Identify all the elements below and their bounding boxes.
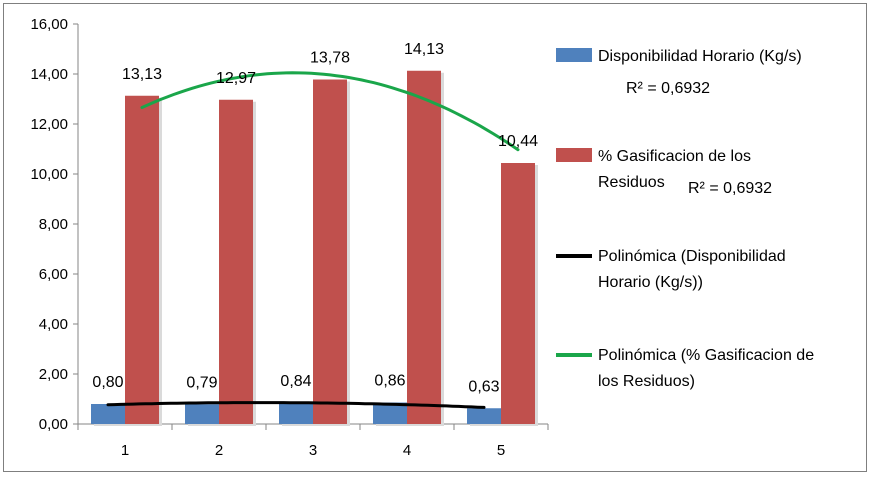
bar-gasificacion <box>313 79 347 424</box>
legend-label-gasificacion-line2: Residuos <box>598 174 665 191</box>
bar-disponibilidad <box>467 408 501 424</box>
y-tick-label: 8,00 <box>39 216 68 233</box>
legend: Disponibilidad Horario (Kg/s) R² = 0,6932… <box>556 48 814 390</box>
data-label-disponibilidad: 0,80 <box>92 374 123 391</box>
y-tick-label: 14,00 <box>30 66 68 83</box>
legend-r-squared-2: R² = 0,6932 <box>688 180 772 197</box>
legend-label-trend-disponibilidad-line2: Horario (Kg/s)) <box>598 274 703 291</box>
y-tick-label: 6,00 <box>39 266 68 283</box>
y-tick-label: 4,00 <box>39 316 68 333</box>
trendline-gasificacion <box>140 71 520 152</box>
bar-disponibilidad <box>373 402 407 424</box>
legend-label-trend-disponibilidad: Polinómica (Disponibilidad <box>598 248 786 265</box>
legend-marker-gasificacion <box>556 148 592 162</box>
data-label-gasificacion: 10,44 <box>498 133 538 150</box>
bar-gasificacion <box>125 95 159 424</box>
legend-label-trend-gasificacion: Polinómica (% Gasificacion de <box>598 347 814 364</box>
legend-label-gasificacion: % Gasificacion de los <box>598 148 751 165</box>
bar-gasificacion <box>407 70 441 424</box>
data-label-disponibilidad: 0,63 <box>468 378 499 395</box>
x-tick-label: 3 <box>309 442 317 459</box>
bar-disponibilidad <box>279 403 313 424</box>
bar-disponibilidad <box>91 404 125 424</box>
data-label-gasificacion: 13,13 <box>122 66 162 83</box>
legend-label-trend-gasificacion-line2: los Residuos) <box>598 373 695 390</box>
data-label-disponibilidad: 0,86 <box>374 373 405 390</box>
bar-disponibilidad <box>185 404 219 424</box>
data-label-disponibilidad: 0,84 <box>280 373 311 390</box>
bar-gasificacion <box>219 99 253 424</box>
data-label-gasificacion: 13,78 <box>310 50 350 67</box>
legend-label-disponibilidad: Disponibilidad Horario (Kg/s) <box>598 48 802 65</box>
y-tick-label: 12,00 <box>30 116 68 133</box>
bar-gasificacion <box>501 163 535 424</box>
data-label-gasificacion: 12,97 <box>216 70 256 87</box>
plot-area: 0,00 2,00 4,00 6,00 8,00 10,00 12,00 14,00 16,00… <box>30 16 549 459</box>
data-label-disponibilidad: 0,79 <box>186 374 217 391</box>
x-tick-label: 4 <box>403 442 411 459</box>
legend-marker-disponibilidad <box>556 48 592 62</box>
x-tick-label: 5 <box>497 442 505 459</box>
y-tick-label: 16,00 <box>30 16 68 33</box>
y-tick-label: 10,00 <box>30 166 68 183</box>
trendline-disponibilidad <box>106 401 486 409</box>
legend-r-squared: R² = 0,6932 <box>626 80 710 97</box>
y-tick-label: 0,00 <box>39 416 68 433</box>
x-tick-label: 2 <box>215 442 223 459</box>
x-tick-label: 1 <box>121 442 129 459</box>
y-tick-label: 2,00 <box>39 366 68 383</box>
data-label-gasificacion: 14,13 <box>404 41 444 58</box>
